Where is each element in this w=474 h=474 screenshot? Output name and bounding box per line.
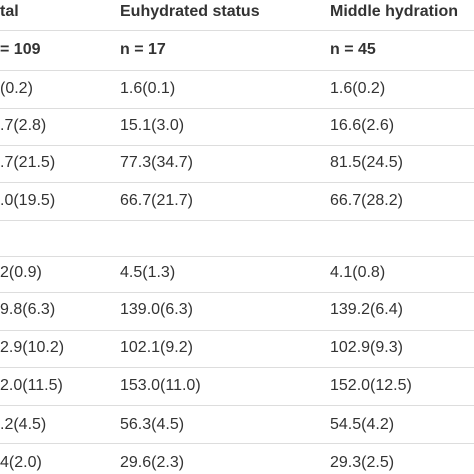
data-cell: 153.0(11.0) xyxy=(120,377,201,394)
n-cell: n = 17 xyxy=(120,41,166,58)
header-cell: Middle hydration xyxy=(330,3,458,20)
data-cell: 1.6(0.1) xyxy=(120,80,176,97)
row-divider xyxy=(0,70,474,71)
row-divider xyxy=(0,256,474,257)
data-cell: .0(19.5) xyxy=(0,192,56,209)
data-cell: 139.0(6.3) xyxy=(120,301,193,318)
data-cell: .2(4.5) xyxy=(0,416,47,433)
row-divider xyxy=(0,405,474,406)
data-cell: 29.3(2.5) xyxy=(330,454,395,471)
row-divider xyxy=(0,367,474,368)
data-cell: 102.9(9.3) xyxy=(330,339,403,356)
data-cell: 15.1(3.0) xyxy=(120,117,185,134)
data-cell: .7(2.8) xyxy=(0,117,47,134)
data-cell: 2.0(11.5) xyxy=(0,377,63,394)
data-cell: 66.7(28.2) xyxy=(330,192,403,209)
data-cell: 4(2.0) xyxy=(0,454,42,471)
data-cell: 81.5(24.5) xyxy=(330,154,403,171)
data-cell: 102.1(9.2) xyxy=(120,339,193,356)
data-cell: 77.3(34.7) xyxy=(120,154,193,171)
data-cell: (0.2) xyxy=(0,80,33,97)
row-divider xyxy=(0,443,474,444)
row-divider xyxy=(0,108,474,109)
data-cell: 152.0(12.5) xyxy=(330,377,412,394)
data-cell: 16.6(2.6) xyxy=(330,117,395,134)
data-cell: 2.9(10.2) xyxy=(0,339,65,356)
data-cell: 56.3(4.5) xyxy=(120,416,185,433)
data-cell: 2(0.9) xyxy=(0,264,42,281)
data-cell: 4.1(0.8) xyxy=(330,264,386,281)
data-cell: .7(21.5) xyxy=(0,154,56,171)
data-cell: 1.6(0.2) xyxy=(330,80,386,97)
header-cell: tal xyxy=(0,3,19,20)
data-cell: 54.5(4.2) xyxy=(330,416,395,433)
row-divider xyxy=(0,220,474,221)
n-cell: n = 45 xyxy=(330,41,376,58)
n-cell: = 109 xyxy=(0,41,41,58)
header-cell: Euhydrated status xyxy=(120,3,260,20)
row-divider xyxy=(0,182,474,183)
data-cell: 29.6(2.3) xyxy=(120,454,185,471)
row-divider xyxy=(0,145,474,146)
data-cell: 9.8(6.3) xyxy=(0,301,56,318)
row-divider xyxy=(0,330,474,331)
data-cell: 66.7(21.7) xyxy=(120,192,193,209)
row-divider xyxy=(0,30,474,31)
row-divider xyxy=(0,292,474,293)
data-cell: 4.5(1.3) xyxy=(120,264,176,281)
data-cell: 139.2(6.4) xyxy=(330,301,403,318)
